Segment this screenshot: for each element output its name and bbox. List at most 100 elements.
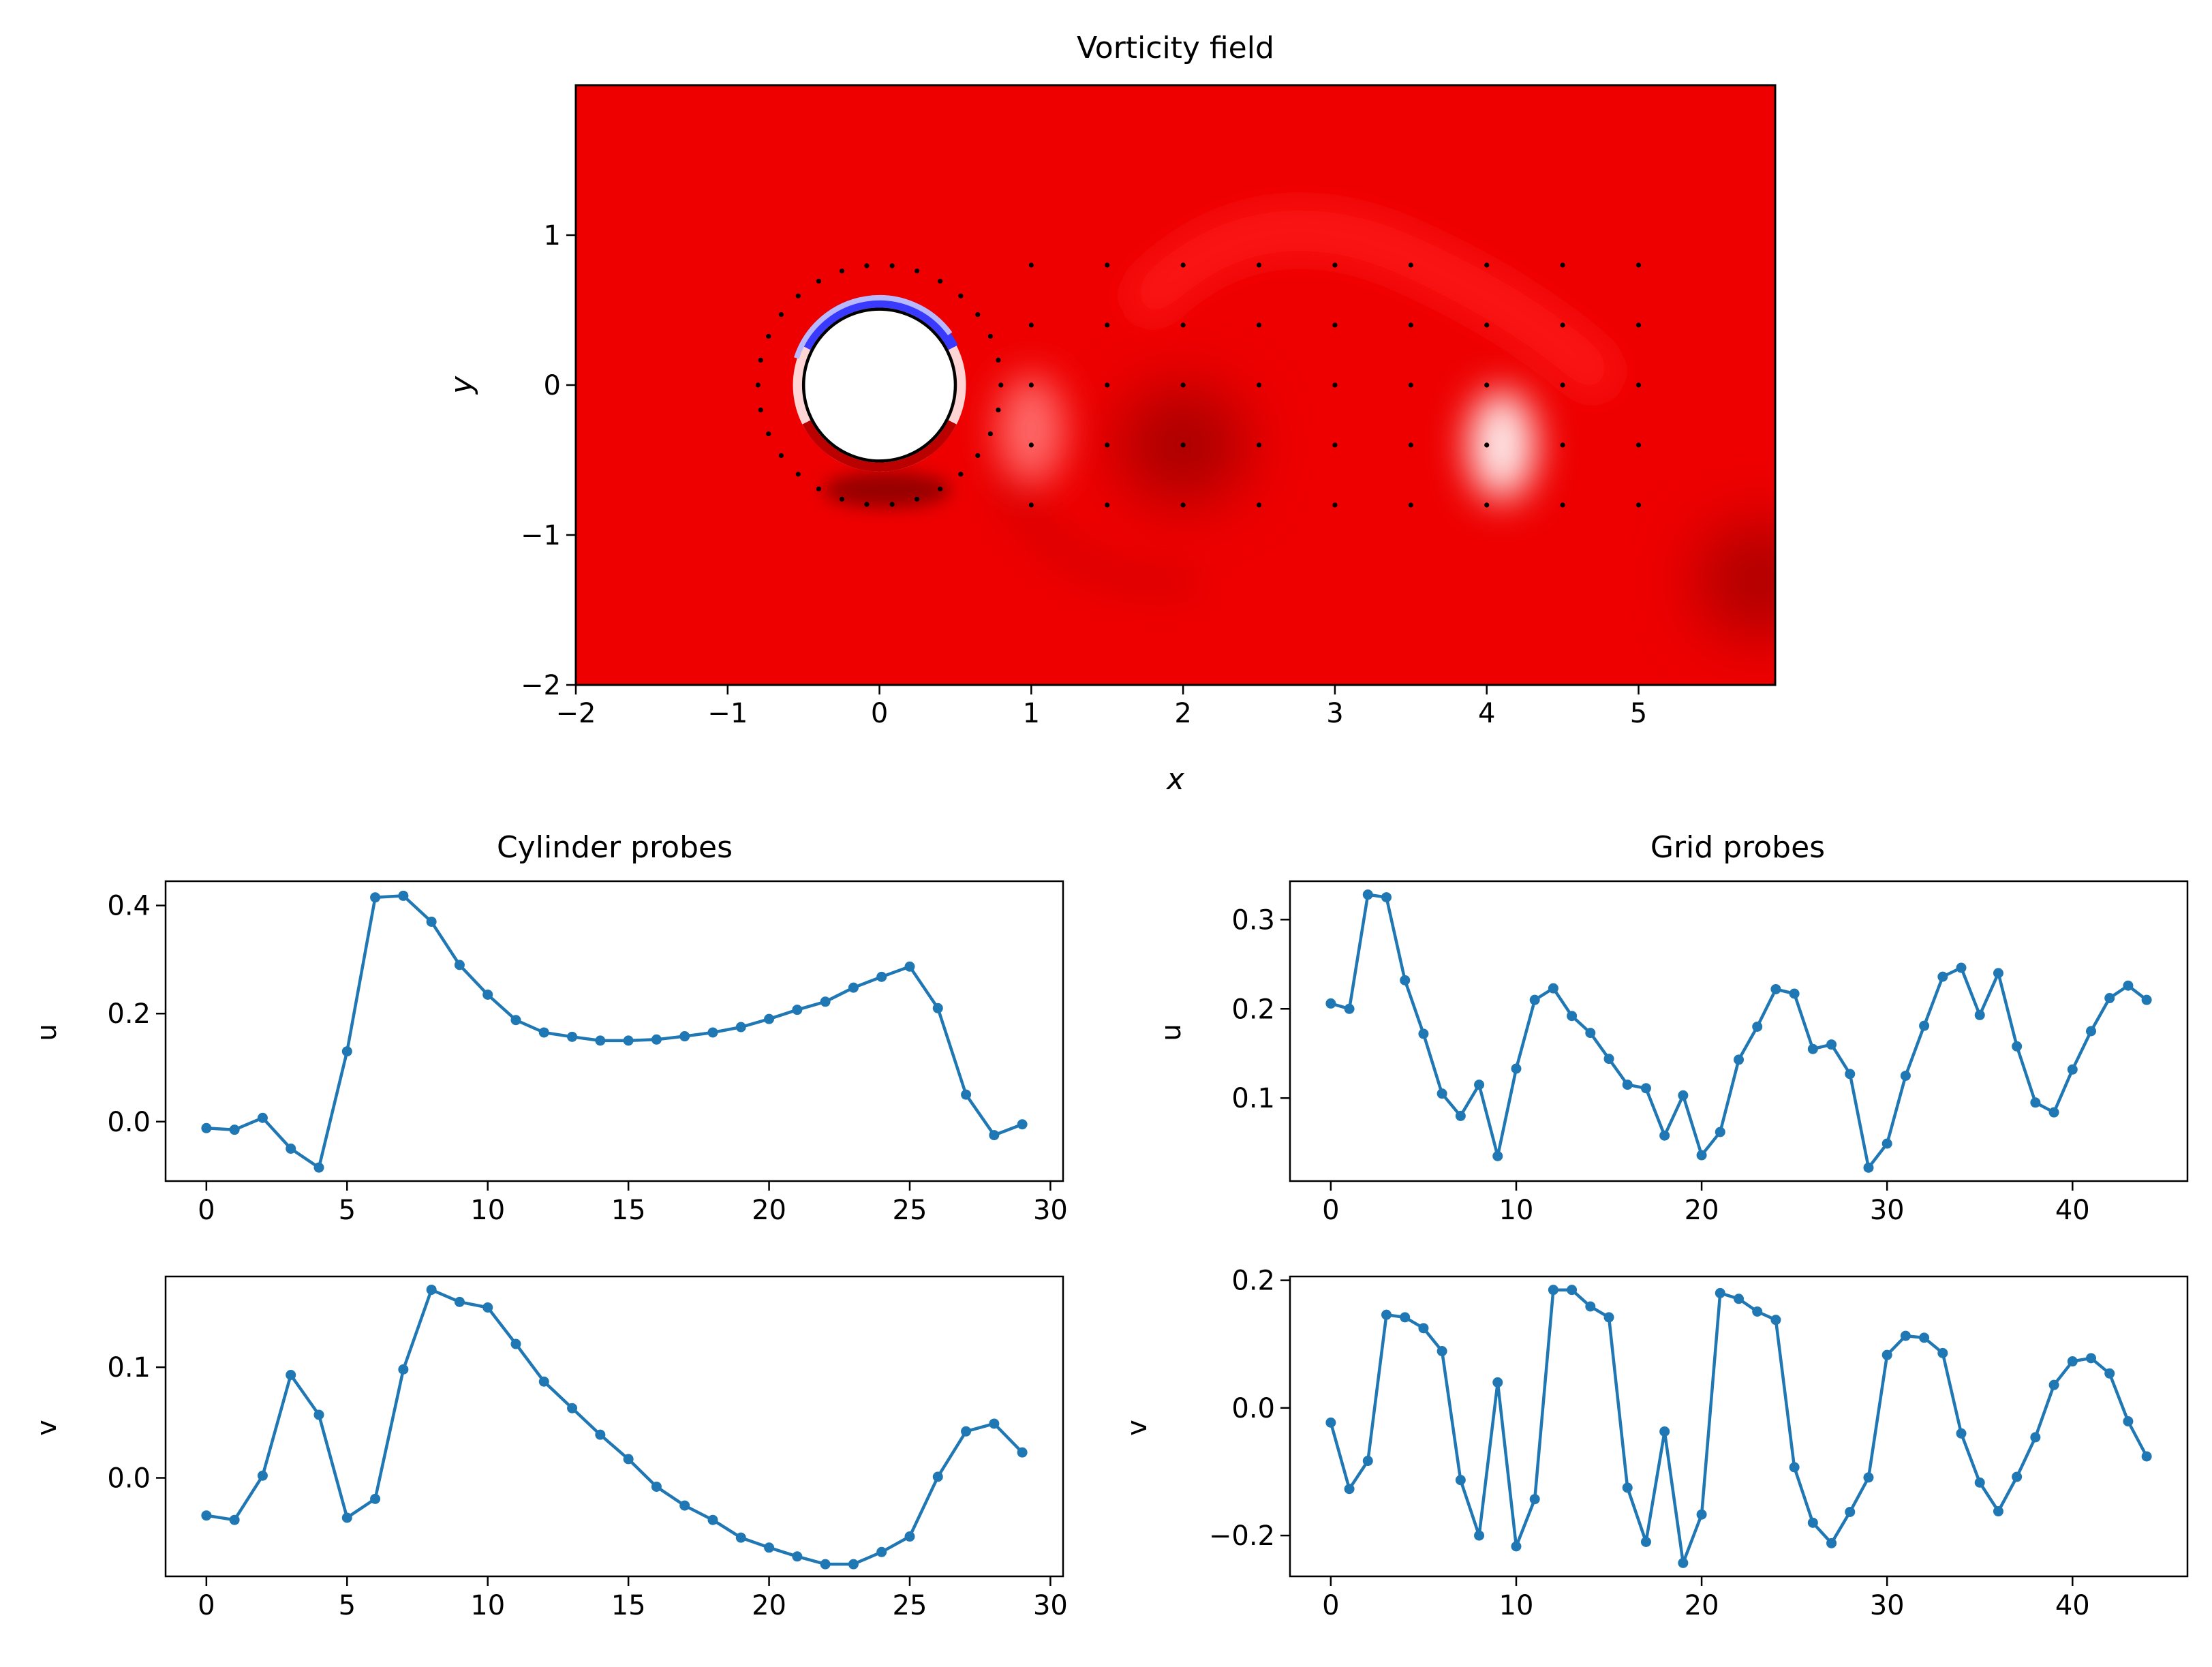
data-point <box>454 1296 465 1307</box>
data-point <box>1937 1347 1948 1358</box>
data-point <box>1585 1301 1596 1312</box>
x-tick-label: 10 <box>470 1195 505 1226</box>
data-point <box>510 1015 521 1026</box>
grid-probe-point <box>1560 442 1565 448</box>
data-point <box>820 996 831 1007</box>
grid-probe-point <box>1105 502 1110 508</box>
data-point <box>1993 1506 2003 1517</box>
x-tick-label: −1 <box>707 698 748 729</box>
vorticity-axes: −2 −1 0 1 2 3 4 5 −2 −1 0 1 <box>521 220 1647 729</box>
x-tick-label: 3 <box>1326 698 1343 729</box>
data-point <box>961 1089 972 1100</box>
data-point <box>1974 1009 1985 1020</box>
data-point <box>2030 1432 2041 1443</box>
y-tick-label: −2 <box>521 670 561 701</box>
grid-probe-point <box>1408 502 1413 508</box>
x-tick-label: 10 <box>470 1590 505 1621</box>
grid-probe-point <box>1560 502 1565 508</box>
data-point <box>1881 1349 1892 1360</box>
data-point <box>1696 1150 1707 1161</box>
cylinder-probe-point <box>795 293 801 299</box>
data-point <box>679 1500 690 1511</box>
cylinder-probe-point <box>839 496 845 502</box>
data-point <box>1807 1043 1818 1054</box>
data-point <box>1974 1477 1985 1488</box>
plot-frame <box>164 880 1064 1182</box>
data-point <box>1826 1538 1837 1548</box>
x-tick-label: 20 <box>1685 1195 1719 1226</box>
y-tick-label: 0.1 <box>107 1352 151 1383</box>
x-tick-label: 30 <box>1033 1590 1068 1621</box>
data-point <box>1548 1285 1558 1296</box>
wake-arc <box>988 468 1200 596</box>
data-point <box>2086 1026 2097 1037</box>
x-tick-label: 0 <box>1322 1590 1339 1621</box>
data-point <box>1529 1494 1540 1505</box>
data-point <box>2048 1379 2059 1390</box>
y-tick-label: 0.2 <box>1231 994 1275 1025</box>
cylinder-probe-point <box>915 269 920 274</box>
grid-probe-point <box>1180 382 1186 388</box>
data-point <box>229 1514 240 1525</box>
y-tick-label: 1 <box>544 220 561 251</box>
data-point <box>707 1027 718 1038</box>
y-tick-label: 0.3 <box>1231 904 1275 936</box>
data-point <box>735 1022 746 1033</box>
data-point <box>876 971 887 982</box>
grid-probe-point <box>1635 442 1642 448</box>
cylinder-probe-point <box>766 333 771 339</box>
cylinder-u-ylabel: u <box>31 1024 63 1041</box>
cylinder <box>793 295 966 472</box>
vorticity-ylabel: y <box>444 376 479 395</box>
data-point <box>510 1339 521 1349</box>
data-point <box>538 1027 549 1038</box>
grid-probe-point <box>1408 262 1413 268</box>
data-point <box>1455 1110 1466 1121</box>
data-point <box>2048 1107 2059 1118</box>
grid-u-ylabel: u <box>1156 1024 1187 1041</box>
data-point <box>1640 1083 1651 1094</box>
data-point <box>1881 1138 1892 1149</box>
data-point <box>1770 1315 1781 1326</box>
data-point <box>370 892 381 903</box>
data-point <box>1696 1509 1707 1520</box>
data-point <box>398 890 409 901</box>
data-point <box>286 1370 296 1381</box>
data-point <box>2067 1064 2078 1075</box>
y-tick-label: −1 <box>521 520 561 551</box>
data-point <box>792 1551 803 1562</box>
data-point <box>1622 1080 1633 1090</box>
grid-probe-point <box>1028 382 1034 388</box>
data-point <box>764 1542 775 1553</box>
cylinder-body <box>801 307 957 463</box>
x-tick-label: 15 <box>611 1590 646 1621</box>
cylinder-probe-point <box>987 431 993 437</box>
data-point <box>1752 1306 1763 1317</box>
data-point <box>1734 1054 1744 1065</box>
data-point <box>651 1481 662 1492</box>
data-point <box>1474 1080 1485 1090</box>
data-point <box>201 1122 212 1133</box>
data-point <box>1548 983 1558 994</box>
data-point <box>623 1454 634 1465</box>
data-point <box>341 1512 352 1523</box>
grid-probe-point <box>1560 382 1565 388</box>
grid-probe-point <box>1635 382 1642 388</box>
cylinder-probe-point <box>766 431 771 437</box>
data-point <box>932 1471 943 1482</box>
x-tick-label: 5 <box>1630 698 1647 729</box>
data-point <box>1418 1323 1429 1334</box>
data-point <box>1474 1530 1485 1541</box>
data-point <box>1017 1119 1028 1130</box>
data-point <box>792 1005 803 1015</box>
data-point <box>313 1162 324 1173</box>
grid-probe-point <box>1256 382 1262 388</box>
grid-probe-point <box>1560 322 1565 328</box>
grid-probe-point <box>1256 322 1262 328</box>
data-point <box>1603 1312 1614 1323</box>
cylinder-probe-point <box>915 496 920 502</box>
x-tick-label: 40 <box>2055 1590 2090 1621</box>
grid-probe-point <box>1332 262 1338 268</box>
cylinder-v-panel: v 0 5 10 15 20 25 30 0.0 0.1 <box>31 1275 1068 1621</box>
grid-probe-point <box>1484 502 1490 508</box>
